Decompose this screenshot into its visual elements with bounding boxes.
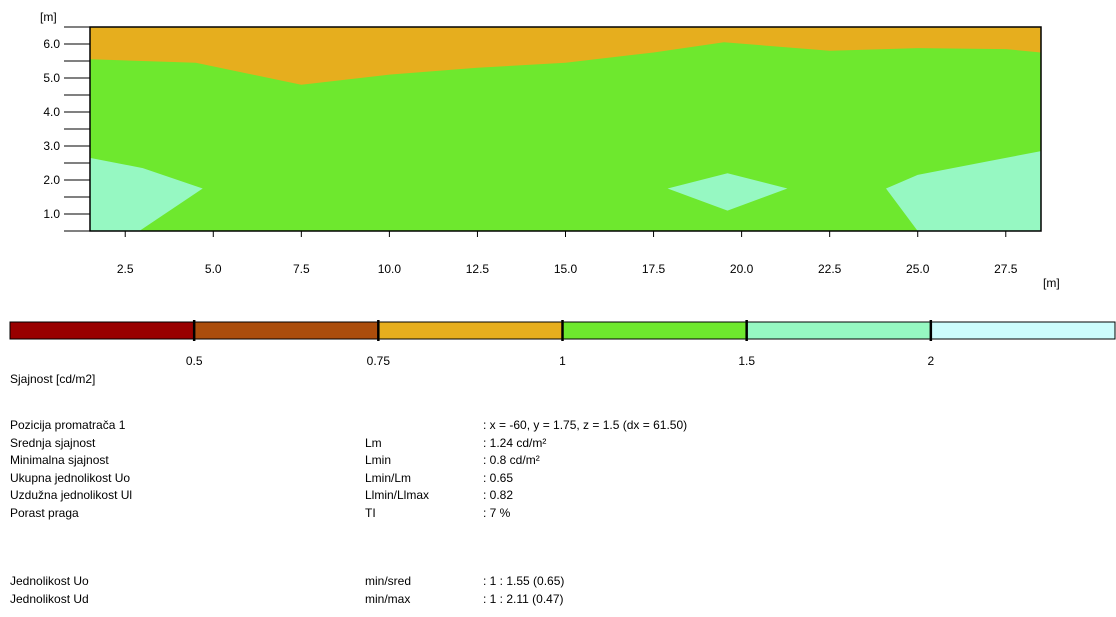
- info-value: : 0.65: [483, 470, 514, 485]
- x-tick-label: 17.5: [642, 262, 666, 276]
- legend-label: 0.75: [367, 354, 391, 368]
- luminance-region-4: [886, 151, 1041, 231]
- legend-swatch: [746, 321, 932, 340]
- info-symbol: Llmin/Llmax: [365, 488, 430, 502]
- info-label: Jednolikost Uo: [10, 574, 89, 588]
- info-symbol: Lmin: [365, 453, 392, 467]
- legend-swatch: [562, 321, 748, 340]
- x-tick-label: 27.5: [994, 262, 1018, 276]
- legend-swatch: [193, 321, 379, 340]
- legend-label: 2: [927, 354, 934, 368]
- info-label: Pozicija promatrača 1: [10, 418, 126, 432]
- info-row: Minimalna sjajnost Lmin : 0.8 cd/m²: [10, 453, 910, 470]
- info-label: Minimalna sjajnost: [10, 453, 109, 467]
- info-row: Uzdužna jednolikost Ul Llmin/Llmax : 0.82: [10, 488, 910, 505]
- x-tick-label: 22.5: [818, 262, 842, 276]
- luminance-region-1: [90, 27, 1041, 85]
- contour-chart: 2.5 5.0 7.5 10.0 12.5 15.0 17.5 20.0 22.5 25.0 27.…: [40, 10, 1060, 290]
- y-tick-label: 3.0: [43, 139, 60, 153]
- info-label: Porast praga: [10, 505, 79, 520]
- luminance-region-2: [90, 157, 203, 231]
- info-value: : 0.82: [483, 488, 514, 502]
- y-tick-label: 6.0: [43, 37, 60, 51]
- info-symbol: Lmin/Lm: [365, 470, 412, 485]
- x-tick-label: 7.5: [293, 262, 310, 276]
- legend-swatch: [930, 321, 1116, 340]
- info-row: Srednja sjajnost Lm : 1.24 cd/m²: [10, 436, 910, 453]
- info-label: Jednolikost Ud: [10, 591, 89, 606]
- info-row: Porast praga TI : 7 %: [10, 506, 910, 523]
- x-tick-label: 2.5: [117, 262, 134, 276]
- luminance-region-3: [667, 173, 788, 211]
- legend-label: 1: [559, 354, 566, 368]
- info-value: : 1 : 1.55 (0.65): [483, 574, 565, 588]
- y-tick-label: 4.0: [43, 105, 60, 119]
- info-row: Jednolikost Ud min/max : 1 : 2.11 (0.47): [10, 592, 910, 609]
- x-tick-label: 15.0: [554, 262, 578, 276]
- legend-color-scale: 0.5 0.75 1 1.5 2: [9, 320, 1116, 368]
- y-tick-label: 1.0: [43, 207, 60, 221]
- y-axis-unit: [m]: [40, 10, 57, 24]
- x-axis-unit: [m]: [1043, 276, 1060, 290]
- legend-swatch: [9, 321, 195, 340]
- info-symbol: min/sred: [365, 574, 412, 588]
- legend-swatch: [377, 321, 564, 340]
- info-row: Jednolikost Uo min/sred : 1 : 1.55 (0.65): [10, 574, 910, 591]
- info-row: Ukupna jednolikost Uo Lmin/Lm : 0.65: [10, 471, 910, 488]
- info-label: Uzdužna jednolikost Ul: [10, 488, 133, 502]
- info-label: Ukupna jednolikost Uo: [10, 470, 131, 485]
- info-label: Srednja sjajnost: [10, 435, 96, 450]
- info-row: Pozicija promatrača 1 : x = -60, y = 1.75…: [10, 418, 910, 435]
- y-tick-label: 5.0: [43, 71, 60, 85]
- legend-label: 1.5: [738, 354, 755, 368]
- legend-title: Sjajnost [cd/m2]: [10, 372, 96, 386]
- info-symbol: min/max: [365, 591, 411, 606]
- info-symbol: TI: [365, 505, 376, 520]
- info-value: : 1.24 cd/m²: [483, 435, 547, 450]
- info-symbol: Lm: [365, 435, 382, 450]
- info-value: : 1 : 2.11 (0.47): [483, 591, 564, 606]
- info-value: : 0.8 cd/m²: [483, 453, 540, 467]
- y-tick-label: 2.0: [43, 173, 60, 187]
- x-tick-label: 10.0: [378, 262, 402, 276]
- x-tick-label: 5.0: [205, 262, 222, 276]
- info-value: : 7 %: [483, 505, 511, 520]
- x-tick-label: 20.0: [730, 262, 754, 276]
- info-value: : x = -60, y = 1.75, z = 1.5 (dx = 61.50…: [483, 418, 688, 432]
- x-tick-label: 12.5: [466, 262, 490, 276]
- x-tick-label: 25.0: [906, 262, 930, 276]
- legend-label: 0.5: [186, 354, 203, 368]
